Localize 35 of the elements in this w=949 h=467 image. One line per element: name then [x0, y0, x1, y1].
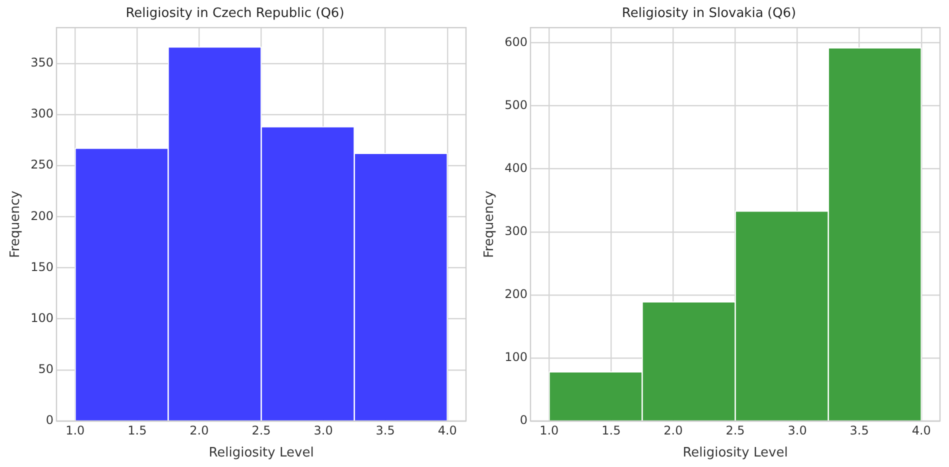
y-tick-label: 50: [38, 362, 54, 376]
x-axis-title: Religiosity Level: [682, 446, 788, 461]
y-tick-label: 500: [504, 98, 528, 112]
x-tick-label: 3.0: [314, 423, 333, 438]
x-tick-label: 4.0: [912, 423, 931, 438]
chart-title: Religiosity in Slovakia (Q6): [622, 6, 796, 22]
x-tick-label: 3.5: [850, 423, 869, 438]
y-tick-label: 0: [520, 413, 528, 428]
x-tick-label: 4.0: [438, 423, 457, 438]
x-tick-label: 2.0: [664, 423, 683, 438]
y-tick-label: 300: [30, 106, 54, 121]
y-tick-label: 600: [504, 34, 528, 49]
x-tick-label: 1.0: [66, 423, 85, 438]
y-tick-label: 200: [30, 208, 54, 223]
y-tick-label: 200: [504, 287, 528, 302]
x-tick-label: 2.5: [726, 423, 745, 438]
y-tick-label: 350: [30, 55, 54, 70]
y-tick-label: 100: [30, 310, 54, 325]
y-tick-label: 300: [504, 224, 528, 238]
y-tick-label: 100: [504, 350, 528, 364]
x-tick-label: 1.5: [128, 423, 147, 438]
x-axis-title: Religiosity Level: [208, 446, 314, 461]
x-tick-label: 2.0: [190, 423, 209, 438]
y-axis-title: Frequency: [482, 190, 498, 258]
y-tick-label: 400: [504, 160, 528, 175]
y-tick-label: 0: [46, 413, 54, 428]
x-tick-label: 3.0: [788, 423, 807, 438]
x-tick-label: 1.0: [540, 423, 559, 438]
chart-title: Religiosity in Czech Republic (Q6): [126, 6, 344, 22]
y-axis-title: Frequency: [8, 190, 24, 258]
y-tick-label: 250: [30, 158, 54, 172]
y-tick-label: 150: [30, 260, 54, 274]
x-tick-label: 2.5: [252, 423, 271, 438]
x-tick-label: 1.5: [602, 423, 621, 438]
x-tick-label: 3.5: [376, 423, 395, 438]
